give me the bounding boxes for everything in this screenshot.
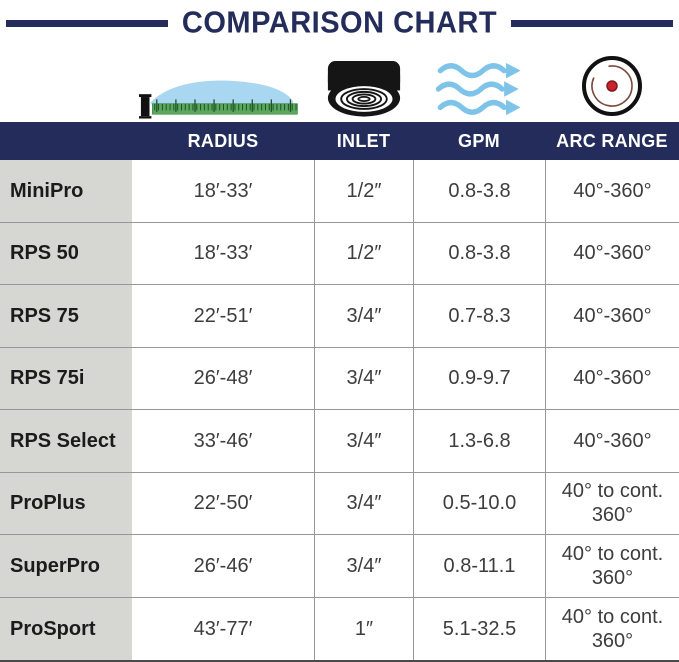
arc-value-cell: 40°-360° xyxy=(545,285,679,348)
gpm-value-cell: 0.9-9.7 xyxy=(413,347,545,410)
product-name-cell: SuperPro xyxy=(0,535,132,598)
page-title: COMPARISON CHART xyxy=(181,5,498,40)
header-arc-range: ARC RANGE xyxy=(556,130,668,151)
radius-value-cell: 18′-33′ xyxy=(132,223,314,285)
table-header: RADIUS INLET GPM ARC RANGE xyxy=(0,122,679,160)
radius-value-cell: 22′-50′ xyxy=(132,473,314,535)
title-rule-right xyxy=(511,19,673,27)
gpm-value-cell: 0.8-11.1 xyxy=(413,535,545,598)
arc-value-cell: 40°-360° xyxy=(545,160,679,223)
table-body: MiniPro 18′-33′ 1/2″ 0.8-3.8 40°-360° RPS 50 1… xyxy=(0,160,679,662)
inlet-value-cell: 3/4″ xyxy=(314,347,413,410)
gpm-value-cell: 0.5-10.0 xyxy=(413,472,545,535)
icon-strip xyxy=(0,46,679,122)
gpm-value-cell: 0.8-3.8 xyxy=(413,222,545,285)
product-name-cell: MiniPro xyxy=(0,160,132,223)
gpm-value-cell: 5.1-32.5 xyxy=(413,597,545,660)
radius-value-cell: 43′-77′ xyxy=(193,617,253,640)
arc-value-cell: 40° to cont. 360° xyxy=(545,597,679,660)
radius-value-cell: 33′-46′ xyxy=(132,410,314,473)
product-name-cell: RPS 75i xyxy=(0,347,132,410)
radius-value-cell: 26′-46′ xyxy=(132,535,314,598)
arc-value-cell: 40° to cont. 360° xyxy=(545,535,679,598)
title-bar: COMPARISON CHART xyxy=(0,0,679,46)
inlet-value-cell: 3/4″ xyxy=(314,472,413,535)
inlet-value-cell: 1/2″ xyxy=(314,160,413,223)
inlet-value-cell: 3/4″ xyxy=(314,410,413,473)
radius-value-cell: 18′-33′ xyxy=(132,160,314,223)
product-name-cell: ProSport xyxy=(0,597,132,660)
radius-value-cell: 22′-51′ xyxy=(132,285,314,348)
arc-value-cell: 40°-360° xyxy=(545,410,679,473)
header-empty-cell xyxy=(0,122,132,160)
inlet-value-cell: 1″ xyxy=(314,597,413,660)
header-radius: RADIUS xyxy=(187,130,259,151)
inlet-value-cell: 1/2″ xyxy=(314,222,413,285)
gpm-value-cell: 0.7-8.3 xyxy=(413,285,545,348)
radius-ruler-icon xyxy=(132,77,314,122)
arc-value-cell: 40°-360° xyxy=(545,347,679,410)
gpm-flow-icon xyxy=(413,61,545,122)
inlet-value-cell: 3/4″ xyxy=(314,285,413,348)
header-inlet: INLET xyxy=(336,130,391,151)
gpm-value-cell: 0.8-3.8 xyxy=(413,160,545,223)
inlet-value-cell: 3/4″ xyxy=(314,535,413,598)
product-name-cell: ProPlus xyxy=(0,472,132,535)
inlet-cap-icon xyxy=(314,60,413,122)
product-name-cell: RPS 75 xyxy=(0,285,132,348)
gpm-value-cell: 1.3-6.8 xyxy=(413,410,545,473)
product-name-cell: RPS 50 xyxy=(0,222,132,285)
title-rule-left xyxy=(6,19,168,27)
arc-range-icon xyxy=(545,53,679,122)
arc-value-cell: 40° to cont. 360° xyxy=(545,472,679,535)
radius-value-cell: 26′-48′ xyxy=(132,348,314,410)
header-gpm: GPM xyxy=(458,130,500,151)
product-name-cell: RPS Select xyxy=(0,410,132,473)
arc-value-cell: 40°-360° xyxy=(545,222,679,285)
